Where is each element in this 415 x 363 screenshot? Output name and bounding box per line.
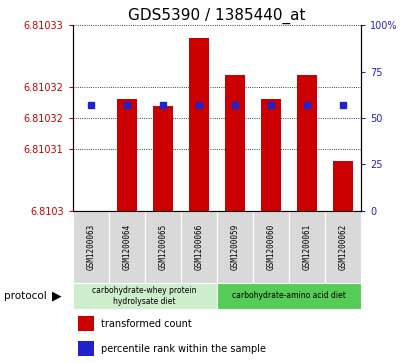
Bar [333,161,353,211]
Bar [297,75,317,211]
Bar [145,211,181,283]
Text: GSM1200062: GSM1200062 [339,224,347,270]
Bar [109,211,145,283]
Bar [78,316,94,331]
Bar [261,99,281,211]
Bar [189,38,209,211]
Text: percentile rank within the sample: percentile rank within the sample [101,344,266,354]
Bar [117,99,137,211]
Bar [78,341,94,356]
Text: protocol: protocol [4,291,47,301]
Bar [217,283,361,309]
Text: GSM1200066: GSM1200066 [194,224,203,270]
Bar [253,211,289,283]
Text: transformed count: transformed count [101,319,192,329]
Text: GSM1200065: GSM1200065 [158,224,167,270]
Bar [217,211,253,283]
Bar [73,211,109,283]
Text: carbohydrate-whey protein
hydrolysate diet: carbohydrate-whey protein hydrolysate di… [93,286,197,306]
Title: GDS5390 / 1385440_at: GDS5390 / 1385440_at [128,8,305,24]
Bar [73,283,217,309]
Text: GSM1200061: GSM1200061 [303,224,312,270]
Bar [225,75,245,211]
Text: GSM1200064: GSM1200064 [122,224,131,270]
Bar [289,211,325,283]
Text: GSM1200060: GSM1200060 [266,224,276,270]
Text: GSM1200059: GSM1200059 [230,224,239,270]
Text: carbohydrate-amino acid diet: carbohydrate-amino acid diet [232,291,346,300]
Text: GSM1200063: GSM1200063 [86,224,95,270]
Bar [325,211,361,283]
Bar [153,106,173,211]
Text: ▶: ▶ [52,289,61,302]
Bar [181,211,217,283]
